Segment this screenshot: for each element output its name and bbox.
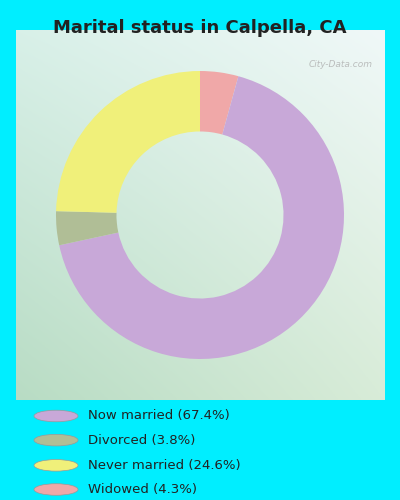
Circle shape — [34, 484, 78, 496]
Text: Divorced (3.8%): Divorced (3.8%) — [88, 434, 195, 446]
Text: Marital status in Calpella, CA: Marital status in Calpella, CA — [53, 19, 347, 37]
Circle shape — [34, 410, 78, 422]
Wedge shape — [56, 71, 200, 213]
Wedge shape — [56, 211, 118, 246]
Text: Now married (67.4%): Now married (67.4%) — [88, 410, 230, 422]
Circle shape — [34, 434, 78, 446]
Wedge shape — [59, 76, 344, 359]
Text: City-Data.com: City-Data.com — [309, 60, 373, 68]
Wedge shape — [200, 71, 238, 134]
Text: Widowed (4.3%): Widowed (4.3%) — [88, 483, 197, 496]
Circle shape — [34, 460, 78, 471]
Text: Never married (24.6%): Never married (24.6%) — [88, 459, 241, 472]
